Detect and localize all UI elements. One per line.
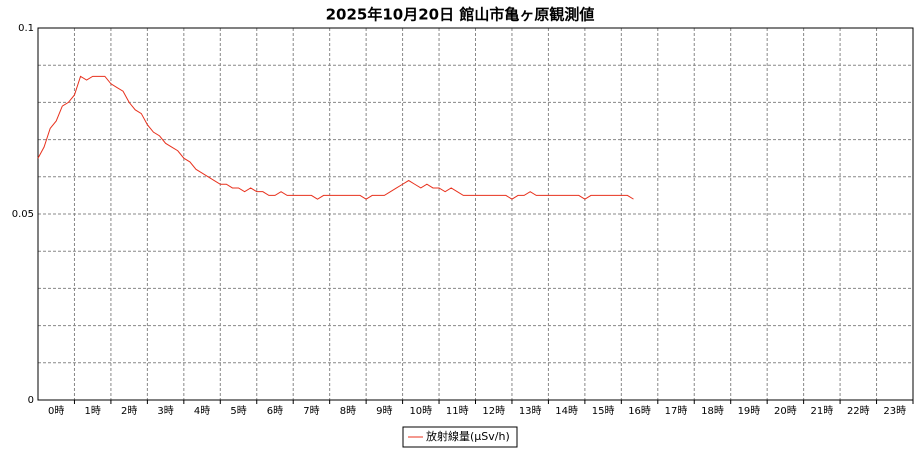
chart-title: 2025年10月20日 館山市亀ヶ原観測値: [326, 6, 595, 24]
x-tick-label: 0時: [48, 405, 64, 417]
x-tick-label: 7時: [303, 405, 319, 417]
y-tick-label: 0.1: [18, 23, 34, 34]
y-tick-label: 0: [28, 395, 34, 406]
x-tick-label: 4時: [194, 405, 210, 417]
x-tick-label: 1時: [85, 405, 101, 417]
x-tick-label: 13時: [519, 405, 542, 417]
x-tick-label: 18時: [701, 405, 724, 417]
x-tick-label: 16時: [628, 405, 651, 417]
x-tick-label: 23時: [883, 405, 906, 417]
legend-label: 放射線量(μSv/h): [426, 429, 510, 443]
y-tick-label: 0.05: [12, 209, 34, 220]
x-tick-label: 2時: [121, 405, 137, 417]
x-tick-label: 11時: [446, 405, 469, 417]
x-tick-label: 21時: [810, 405, 833, 417]
x-tick-label: 22時: [847, 405, 870, 417]
data-line: [37, 75, 634, 200]
x-tick-label: 10時: [409, 405, 432, 417]
x-tick-label: 20時: [774, 405, 797, 417]
plot-frame: [37, 27, 914, 401]
x-tick-label: 3時: [157, 405, 173, 417]
x-tick-label: 6時: [267, 405, 283, 417]
x-tick-label: 8時: [340, 405, 356, 417]
x-tick-label: 19時: [738, 405, 761, 417]
x-tick-label: 14時: [555, 405, 578, 417]
x-tick-label: 15時: [592, 405, 615, 417]
x-tick-label: 9時: [376, 405, 392, 417]
x-tick-label: 12時: [482, 405, 505, 417]
x-tick-label: 5時: [230, 405, 246, 417]
x-tick-label: 17時: [665, 405, 688, 417]
legend-box: [402, 426, 518, 448]
